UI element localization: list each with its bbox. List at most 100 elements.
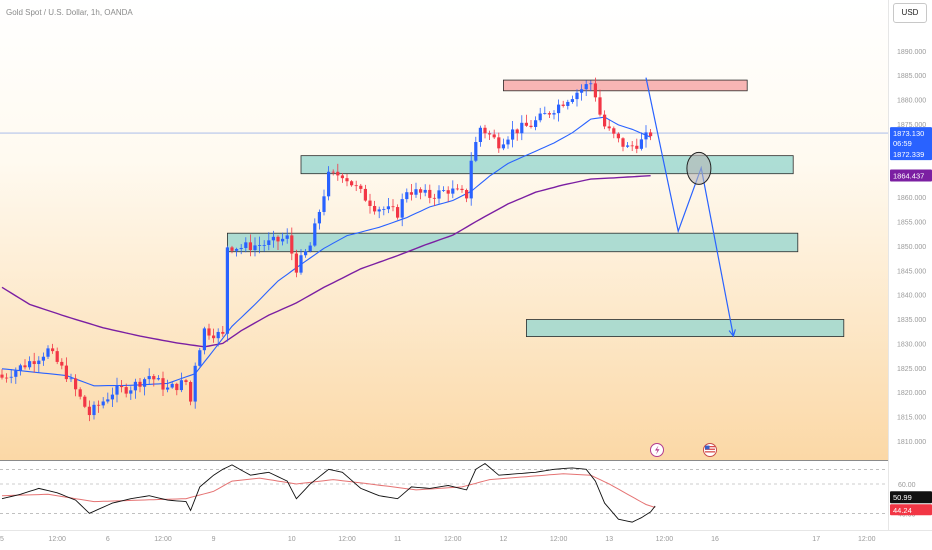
- rsi-signal-line: [1, 473, 656, 508]
- time-tick-label: 12:00: [656, 536, 674, 543]
- main-pane-background: [0, 0, 888, 460]
- candle-body: [202, 328, 206, 351]
- candle-body: [488, 133, 492, 135]
- candle-body: [152, 376, 156, 380]
- candle-body: [331, 171, 335, 173]
- candle-body: [46, 348, 50, 357]
- candle-body: [9, 376, 13, 378]
- candle-body: [37, 360, 41, 365]
- candle-body: [313, 223, 317, 246]
- candle-body: [276, 236, 280, 242]
- candle-body: [32, 361, 36, 365]
- candle-body: [626, 145, 630, 147]
- candle-body: [607, 126, 611, 129]
- candle-body: [529, 125, 533, 127]
- flash-event-icon[interactable]: [650, 443, 664, 457]
- zones: [226, 79, 845, 337]
- time-tick-label: 5: [0, 536, 4, 543]
- candle-body: [212, 335, 216, 339]
- price-tick-label: 1825.000: [897, 366, 926, 373]
- price-tick-label: 1850.000: [897, 244, 926, 251]
- candle-body: [336, 171, 340, 176]
- candle-body: [207, 328, 211, 336]
- us-flag-event-icon[interactable]: [703, 443, 717, 457]
- candle-body: [308, 245, 312, 252]
- candle-body: [267, 240, 271, 245]
- candle-body: [589, 83, 593, 85]
- event-icons[interactable]: [650, 443, 717, 457]
- price-tick-label: 1820.000: [897, 390, 926, 397]
- candle-body: [248, 242, 252, 251]
- price-tick-label: 1835.000: [897, 317, 926, 324]
- rsi-signal-tag: 44.24: [890, 504, 932, 516]
- candle-body: [23, 365, 27, 368]
- candle-body: [106, 399, 110, 402]
- candle-body: [405, 192, 409, 200]
- candle-body: [143, 379, 147, 387]
- candle-body: [363, 188, 367, 201]
- candle-body: [120, 385, 124, 388]
- candle-body: [184, 380, 188, 382]
- candle-body: [221, 331, 225, 334]
- candle-body: [561, 104, 565, 106]
- candle-body: [584, 84, 588, 90]
- candle-body: [460, 188, 464, 191]
- candle-body: [129, 390, 133, 394]
- candle-body: [520, 122, 524, 134]
- candle-body: [0, 374, 4, 378]
- currency-button[interactable]: USD: [893, 3, 927, 23]
- price-tick-label: 1845.000: [897, 268, 926, 275]
- price-tick-label: 1890.000: [897, 49, 926, 56]
- projection-arrowhead: [728, 329, 736, 338]
- time-tick-label: 12:00: [338, 536, 356, 543]
- ema-slow-price-tag: 1864.437: [890, 169, 932, 182]
- candle-body: [175, 383, 179, 391]
- time-tick-label: 11: [394, 536, 401, 543]
- candle-body: [501, 144, 505, 149]
- candle-body: [189, 381, 193, 402]
- candle-body: [299, 255, 303, 273]
- price-tick-label: 1875.000: [897, 122, 926, 129]
- candle-body: [285, 235, 289, 239]
- candle-body: [612, 128, 616, 134]
- candle-body: [41, 356, 45, 361]
- candle-body: [639, 139, 643, 149]
- projection-path: [645, 77, 734, 337]
- candle-body: [225, 247, 229, 334]
- candle-body: [244, 242, 248, 248]
- candle-body: [294, 253, 298, 273]
- time-tick-label: 10: [288, 536, 296, 543]
- candle-body: [5, 377, 9, 379]
- target-marker-circle: [686, 151, 712, 185]
- candle-body: [382, 209, 386, 210]
- candle-body: [506, 139, 510, 145]
- candle-body: [14, 370, 18, 377]
- rsi-pane-background: [0, 461, 888, 530]
- candle-body: [133, 381, 137, 391]
- projection: [645, 77, 736, 338]
- candle-body: [51, 348, 55, 352]
- candle-body: [377, 209, 381, 212]
- candle-body: [124, 387, 128, 394]
- symbol-title: Gold Spot / U.S. Dollar, 1h, OANDA: [6, 8, 133, 17]
- candle-body: [465, 190, 469, 199]
- candle-body: [428, 189, 432, 198]
- candle-body: [616, 133, 620, 139]
- candle-body: [97, 404, 101, 406]
- candle-body: [156, 378, 160, 380]
- candle-body: [483, 127, 487, 134]
- ema-fast-line: [1, 116, 651, 387]
- candle-body: [635, 145, 639, 149]
- candle-body: [400, 199, 404, 218]
- candle-body: [55, 351, 59, 362]
- demand-zone: [300, 155, 794, 175]
- current-price-tag-text: 1873.130: [893, 129, 924, 138]
- candle-body: [552, 113, 556, 115]
- time-tick-label: 12: [500, 536, 508, 543]
- candle-body: [101, 401, 105, 406]
- candle-body: [322, 196, 326, 212]
- time-tick-label: 13: [605, 536, 613, 543]
